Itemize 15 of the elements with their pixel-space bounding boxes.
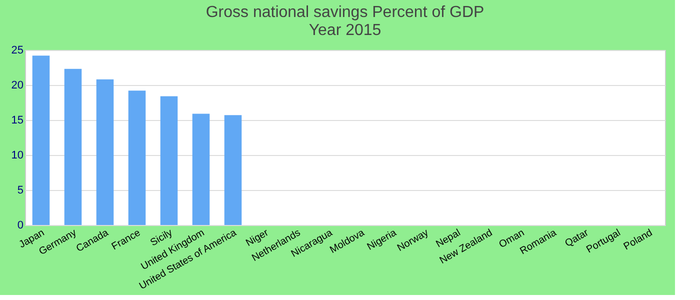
bar bbox=[128, 90, 146, 225]
y-tick-label: 25 bbox=[11, 44, 24, 56]
bar bbox=[224, 115, 242, 225]
y-tick-label: 10 bbox=[11, 150, 24, 162]
chart-title: Gross national savings Percent of GDP bbox=[206, 4, 484, 21]
y-tick-label: 20 bbox=[11, 80, 24, 92]
bar bbox=[160, 96, 178, 225]
y-tick-label: 5 bbox=[17, 184, 24, 196]
y-tick-label: 0 bbox=[17, 220, 24, 232]
bar bbox=[96, 79, 114, 225]
bar bbox=[64, 68, 82, 225]
chart-subtitle: Year 2015 bbox=[308, 22, 382, 39]
y-tick-label: 15 bbox=[11, 114, 24, 126]
bar bbox=[192, 114, 210, 225]
bar bbox=[32, 56, 50, 225]
